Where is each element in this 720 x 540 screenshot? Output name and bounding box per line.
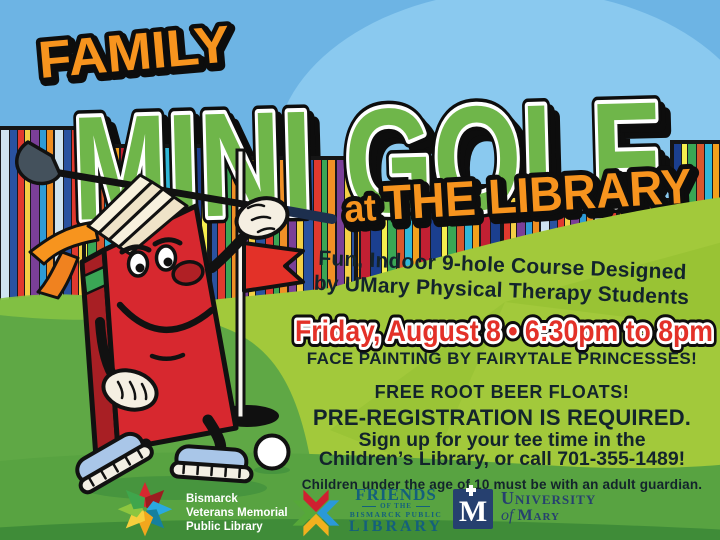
friends-logo-icon <box>292 489 340 537</box>
bvmpl-line2: Veterans Memorial <box>186 507 288 519</box>
umary-of: of <box>501 507 514 524</box>
mascot-shoe-right <box>169 444 254 484</box>
mascot-glove-hip <box>101 368 159 412</box>
mascot-glove-club <box>234 196 290 240</box>
preregistration-line: PRE-REGISTRATION IS REQUIRED. <box>312 405 692 430</box>
bvmpl-line1: Bismarck <box>186 493 238 505</box>
title-library-text: atTHE LIBRARY <box>343 160 693 233</box>
root-beer-line: FREE ROOT BEER FLOATS! <box>374 382 630 402</box>
umary-monogram-icon: M <box>453 485 493 529</box>
friends-line2: OF THE <box>344 502 448 510</box>
mascot-face <box>116 237 216 361</box>
book-mascot <box>15 140 337 495</box>
event-datetime: Friday, August 8 • 6:30pm to 8pm Friday,… <box>289 309 719 354</box>
face-painting-line: FACE PAINTING BY FAIRYTALE PRINCESSES! <box>306 349 698 368</box>
bvmpl-line3: Public Library <box>186 521 263 533</box>
friends-logo-text: FRIENDS OF THE BISMARCK PUBLIC LIBRARY <box>344 485 448 535</box>
guardian-note: Children under the age of 10 must be wit… <box>301 477 703 492</box>
golf-ball-icon <box>253 433 291 471</box>
umary-line1: University <box>501 488 597 508</box>
mascot-shoe-left <box>75 431 154 495</box>
umary-name: Mary <box>517 507 560 524</box>
event-datetime-text: Friday, August 8 • 6:30pm to 8pm <box>295 315 713 348</box>
friends-line3: BISMARCK PUBLIC <box>349 510 443 519</box>
title-family-outline: FAMILY <box>38 18 234 93</box>
golf-flag-icon <box>242 241 305 293</box>
bvmpl-logo-text: Bismarck Veterans Memorial Public Librar… <box>186 492 288 534</box>
event-datetime-outline: Friday, August 8 • 6:30pm to 8pm <box>295 315 713 348</box>
friends-dash-left <box>362 505 377 507</box>
umary-logo-text: University of Mary <box>501 488 597 524</box>
friends-ofthe-text: OF THE <box>380 502 412 510</box>
bvmpl-logo-icon <box>117 482 173 537</box>
signup-line-1: Sign up for your tee time in the <box>358 429 646 451</box>
title-at-outline: at <box>346 191 380 235</box>
friends-dash-right <box>415 505 430 507</box>
umary-monogram-letter: M <box>459 495 487 528</box>
friends-line4: LIBRARY <box>348 518 444 535</box>
signup-line-2: Children’s Library, or call 701-355-1489… <box>318 448 686 470</box>
book-pages <box>86 173 189 256</box>
friends-line1: FRIENDS <box>355 485 437 504</box>
umary-line2: of Mary <box>501 507 596 524</box>
title-at-text: at <box>343 187 377 231</box>
bookmark-ribbon <box>28 220 100 300</box>
